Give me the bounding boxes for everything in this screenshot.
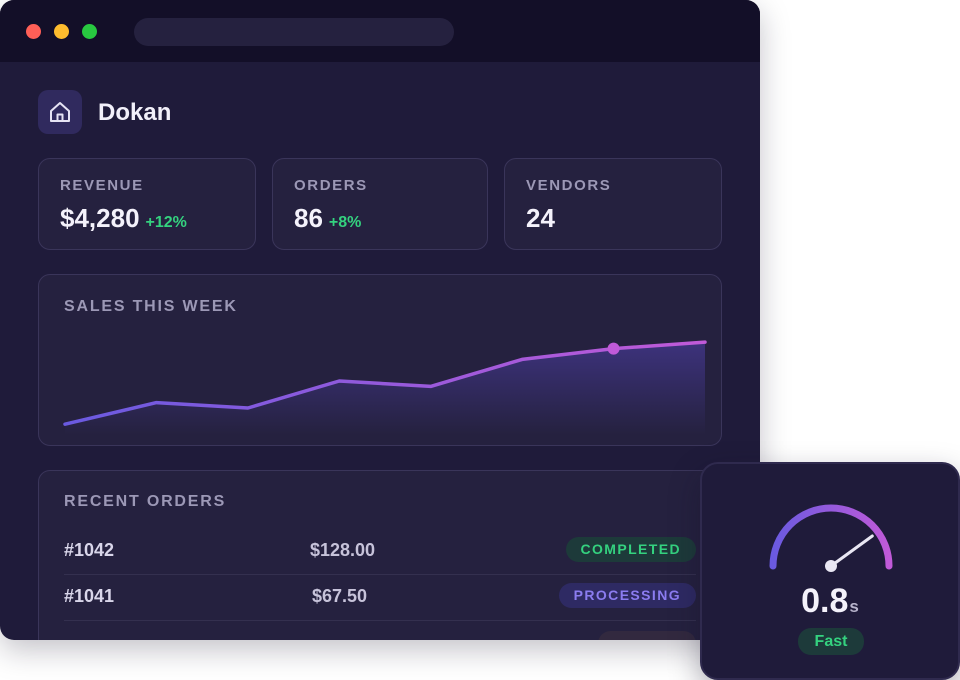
home-icon[interactable] [38, 90, 82, 134]
order-amount: $67.50 [312, 586, 368, 606]
status-badge: PROCESSING [558, 583, 696, 608]
gauge-status-badge: Fast [798, 628, 864, 655]
speed-gauge [769, 504, 893, 572]
maximize-window-button[interactable] [82, 24, 97, 39]
stat-value: 24 [526, 203, 555, 234]
stat-number: 24 [526, 203, 555, 233]
stat-number: 86 [294, 203, 323, 233]
stat-value: 86 +8% [294, 203, 361, 234]
stat-label: REVENUE [60, 177, 144, 194]
gauge-number: 0.8 [801, 582, 849, 620]
gauge-hub [825, 560, 837, 572]
chart-series-line [63, 340, 707, 426]
table-row[interactable]: #1042 $128.00 COMPLETED [64, 529, 696, 575]
order-id: #1042 [64, 540, 115, 560]
row-divider [64, 620, 696, 621]
title-bar [0, 0, 760, 62]
recent-orders-card: RECENT ORDERS #1042 $128.00 COMPLETED #1… [38, 470, 722, 640]
row-divider [64, 574, 696, 575]
gauge-unit: s [849, 597, 859, 616]
table-row[interactable] [64, 623, 696, 640]
stat-card-orders[interactable]: ORDERS 86 +8% [272, 158, 488, 250]
chart-area-fill [65, 342, 705, 435]
address-bar[interactable] [134, 18, 454, 46]
sales-chart-card: SALES THIS WEEK [38, 274, 722, 446]
status-badge [598, 631, 696, 640]
orders-title: RECENT ORDERS [64, 493, 227, 510]
gauge-needle [829, 534, 874, 568]
stat-card-revenue[interactable]: REVENUE $4,280 +12% [38, 158, 256, 250]
gauge-value: 0.8s [702, 582, 958, 621]
brand-name: Dokan [98, 99, 172, 126]
minimize-window-button[interactable] [54, 24, 69, 39]
table-row[interactable]: #1041 $67.50 PROCESSING [64, 575, 696, 621]
order-amount: $128.00 [310, 540, 376, 560]
stat-label: ORDERS [294, 177, 368, 194]
status-badge: COMPLETED [565, 537, 696, 562]
stat-number: $4,280 [60, 203, 140, 233]
app-window: Dokan REVENUE $4,280 +12% ORDERS 86 +8% VE… [0, 0, 760, 640]
chart-highlight-point[interactable] [607, 342, 620, 355]
stat-label: VENDORS [526, 177, 612, 194]
sales-chart [63, 340, 707, 435]
speed-gauge-card: 0.8s Fast [700, 462, 960, 680]
close-window-button[interactable] [26, 24, 41, 39]
order-id: #1041 [64, 586, 115, 606]
chart-title: SALES THIS WEEK [64, 298, 238, 315]
gauge-arc [769, 504, 893, 570]
stat-card-vendors[interactable]: VENDORS 24 [504, 158, 722, 250]
stat-value: $4,280 +12% [60, 203, 187, 234]
stat-delta: +8% [328, 214, 362, 231]
stat-delta: +12% [145, 214, 187, 231]
